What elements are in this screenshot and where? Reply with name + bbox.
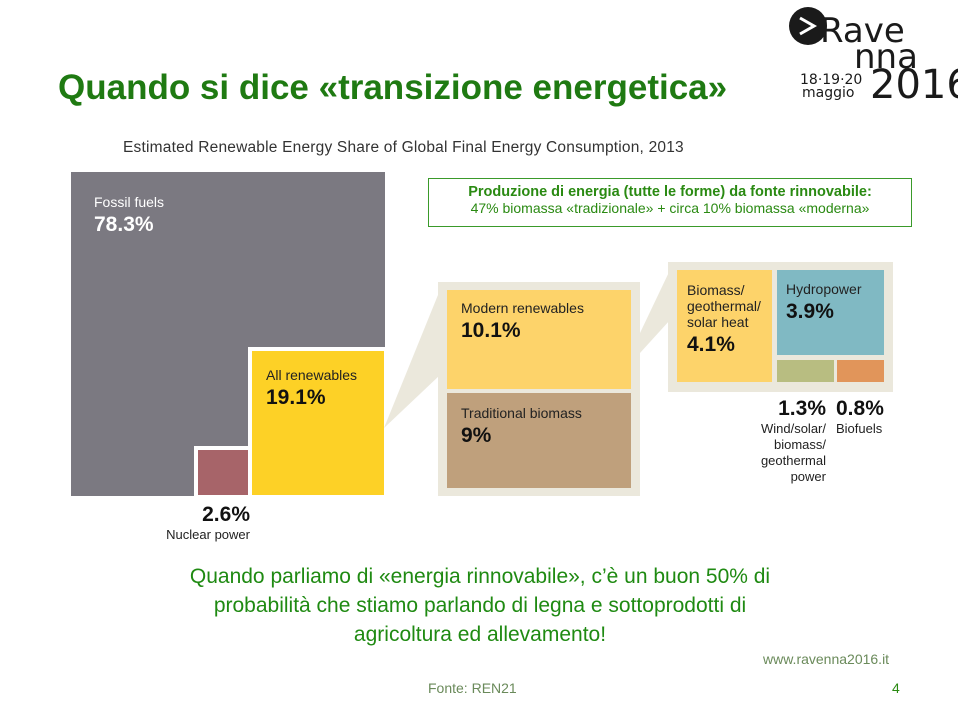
segment-biofuels bbox=[837, 360, 884, 382]
nuclear-annotation: 2.6% Nuclear power bbox=[150, 503, 250, 543]
segment-nuclear bbox=[194, 446, 252, 499]
segment-label: Modern renewables bbox=[461, 300, 584, 316]
segment-label: Biofuels bbox=[836, 421, 883, 436]
svg-text:2016: 2016 bbox=[870, 62, 958, 102]
segment-value: 10.1% bbox=[461, 319, 521, 342]
source-note: Fonte: REN21 bbox=[428, 680, 517, 696]
segment-value: 9% bbox=[461, 424, 492, 447]
segment-label: All renewables bbox=[266, 367, 358, 383]
wind-annotation: 1.3% Wind/solar/biomass/geothermal power bbox=[730, 397, 826, 485]
svg-text:maggio: maggio bbox=[802, 85, 854, 101]
svg-text:nna: nna bbox=[854, 37, 918, 77]
segment-wind-solar bbox=[777, 360, 834, 382]
segment-value: 2.6% bbox=[202, 503, 250, 526]
segment-value: 3.9% bbox=[786, 300, 834, 323]
segment-value: 1.3% bbox=[778, 397, 826, 420]
callout-detail: 47% biomassa «tradizionale» + circa 10% … bbox=[470, 200, 870, 216]
website-link[interactable]: www.ravenna2016.it bbox=[763, 651, 890, 667]
callout-heading: Produzione di energia (tutte le forme) d… bbox=[468, 184, 872, 200]
segment-value: 78.3% bbox=[94, 213, 154, 236]
conclusion-text: Quando parliamo di «energia rinnovabile»… bbox=[0, 562, 960, 649]
segment-label: Fossil fuels bbox=[94, 194, 165, 210]
segment-label: Wind/solar/biomass/geothermal power bbox=[760, 421, 826, 484]
segment-value: 0.8% bbox=[836, 397, 884, 420]
segment-value: 19.1% bbox=[266, 386, 326, 409]
conclusion-line: agricoltura ed allevamento! bbox=[353, 623, 607, 646]
segment-modern-renewables: Modern renewables 10.1% bbox=[447, 290, 631, 389]
segment-traditional-biomass: Traditional biomass 9% bbox=[447, 393, 631, 488]
biofuels-annotation: 0.8% Biofuels bbox=[836, 397, 884, 437]
page-number: 4 bbox=[892, 680, 900, 696]
segment-hydropower: Hydropower 3.9% bbox=[777, 270, 884, 355]
slide-title: Quando si dice «transizione energetica» bbox=[58, 68, 728, 107]
renewable-production-callout: Produzione di energia (tutte le forme) d… bbox=[428, 178, 912, 227]
segment-value: 4.1% bbox=[687, 333, 735, 356]
conclusion-line: Quando parliamo di «energia rinnovabile»… bbox=[189, 565, 771, 588]
segment-label: Traditional biomass bbox=[461, 405, 582, 421]
ravenna-2016-logo: Rave nna 18·19·20 maggio 2016 bbox=[788, 6, 960, 108]
conclusion-line: probabilità che stiamo parlando di legna… bbox=[213, 594, 747, 617]
segment-label: Hydropower bbox=[786, 281, 862, 297]
segment-label: Biomass/geothermal/solar heat bbox=[687, 282, 761, 330]
segment-all-renewables: All renewables 19.1% bbox=[248, 347, 388, 499]
segment-label: Nuclear power bbox=[166, 527, 250, 542]
svg-text:18·19·20: 18·19·20 bbox=[800, 72, 862, 88]
segment-heat: Biomass/geothermal/solar heat 4.1% bbox=[677, 270, 772, 382]
svg-text:Rave: Rave bbox=[820, 11, 905, 51]
chart-title: Estimated Renewable Energy Share of Glob… bbox=[123, 139, 684, 156]
